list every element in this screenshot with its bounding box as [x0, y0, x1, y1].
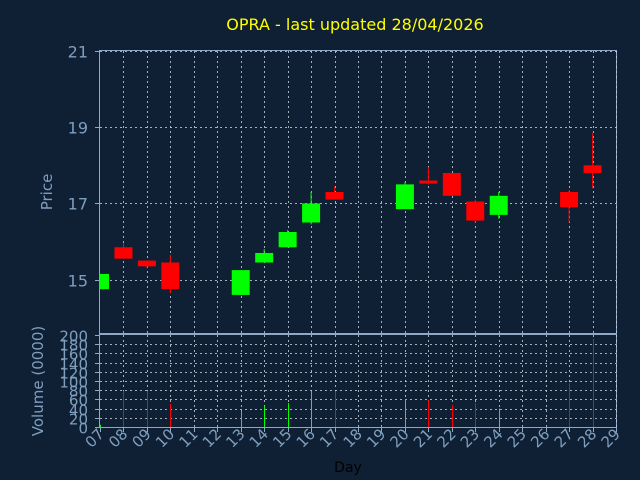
- volume-axis-label: Volume (0000): [29, 326, 47, 436]
- candle-body: [489, 195, 508, 215]
- candle-body: [302, 203, 321, 223]
- candle-body: [419, 180, 438, 184]
- candle-body: [255, 252, 274, 263]
- candle-body: [325, 192, 344, 200]
- candle-body: [161, 262, 180, 290]
- volume-tick-label: 200: [59, 328, 88, 346]
- candle-body: [442, 172, 461, 196]
- price-tick-label: 19: [68, 119, 88, 138]
- candle-body: [583, 165, 602, 173]
- price-axis-label: Price: [38, 174, 56, 211]
- candle-body: [114, 247, 133, 259]
- candle-body: [137, 260, 156, 267]
- price-tick-label: 21: [68, 43, 88, 62]
- volume-tick-label: 120: [59, 365, 88, 383]
- candle-body: [100, 273, 109, 290]
- volume-tick-label: 40: [69, 402, 88, 420]
- volume-tick-label: 140: [59, 356, 88, 374]
- volume-tick-label: 0: [78, 420, 88, 438]
- price-tick-label: 15: [68, 272, 88, 291]
- volume-tick-label: 160: [59, 346, 88, 364]
- candle-body: [231, 270, 250, 295]
- price-tick-label: 17: [68, 195, 88, 214]
- candle-body: [278, 232, 297, 248]
- price-panel: 15 17 19 21 Price: [38, 43, 617, 334]
- volume-tick-label: 100: [59, 374, 88, 392]
- day-x-ticks: 0708091011121314151617181920212223242526…: [82, 425, 624, 451]
- candle-body: [466, 201, 485, 221]
- candlesticks: [99, 132, 602, 295]
- volume-tick-label: 20: [69, 411, 88, 429]
- day-axis-label: Day: [334, 460, 362, 476]
- volume-grid: [100, 335, 617, 427]
- price-y-ticks: 15 17 19 21: [68, 43, 100, 291]
- candle-body: [560, 192, 579, 208]
- volume-tick-label: 80: [69, 383, 88, 401]
- volume-tick-label: 180: [59, 337, 88, 355]
- chart-title: OPRA - last updated 28/04/2026: [226, 15, 483, 34]
- volume-bars: [100, 338, 594, 427]
- candle-body: [395, 184, 414, 210]
- volume-tick-label: 60: [69, 392, 88, 410]
